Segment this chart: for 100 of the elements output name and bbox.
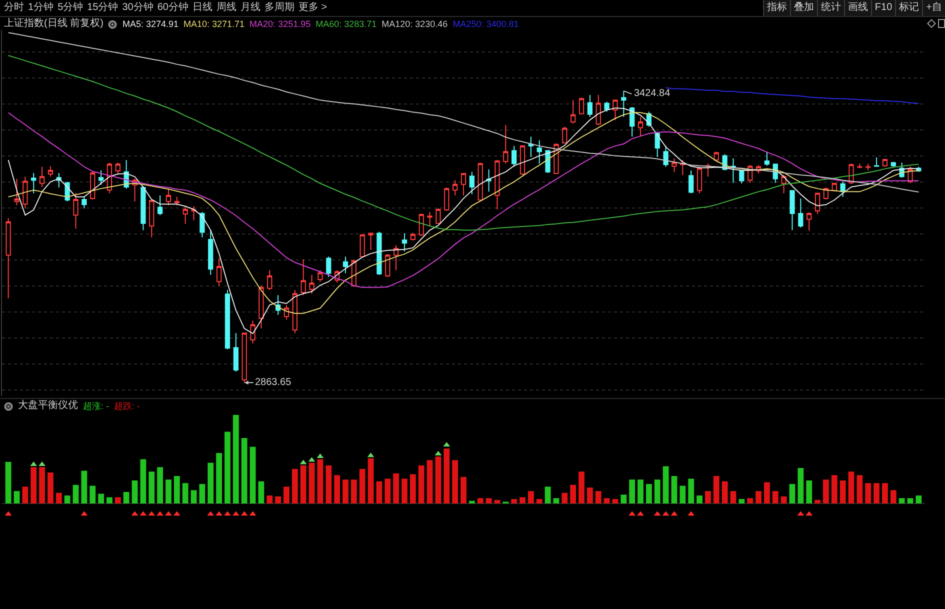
bar [334, 475, 340, 504]
candlestick [814, 192, 820, 215]
candlestick [621, 90, 626, 118]
text: 更多 > [298, 1, 328, 15]
bar [106, 497, 112, 504]
candlestick [309, 274, 314, 294]
bar [64, 495, 70, 504]
bar [738, 499, 745, 504]
candlestick [292, 289, 298, 334]
bar [595, 491, 602, 504]
text: MA5: 3274.91 [122, 18, 178, 30]
candlestick [587, 94, 592, 118]
bar [14, 491, 20, 504]
text: 标记 [895, 0, 922, 16]
candlestick [360, 234, 365, 258]
candlestick [418, 213, 424, 236]
candlestick [174, 196, 180, 206]
candlestick [410, 232, 416, 242]
bar [359, 468, 366, 504]
bar [376, 481, 382, 504]
candlestick [250, 320, 256, 344]
bar [435, 456, 442, 504]
bar [688, 478, 694, 504]
bar [300, 465, 306, 504]
candlestick [90, 171, 96, 200]
bar [916, 495, 922, 504]
candlestick [82, 196, 87, 209]
candlestick [730, 158, 736, 184]
bar [494, 500, 500, 504]
bar [662, 466, 669, 504]
bar [520, 497, 526, 504]
bar [680, 486, 686, 504]
candlestick [436, 208, 441, 224]
candlestick [790, 190, 795, 231]
candlestick [672, 158, 677, 172]
bar [250, 446, 256, 504]
text: 60分钟 [157, 0, 188, 15]
candlestick [166, 188, 172, 206]
candlestick [258, 285, 264, 329]
candlestick [216, 258, 222, 286]
bar [671, 476, 678, 504]
candlestick [73, 192, 78, 230]
candlestick [562, 126, 568, 144]
bar [72, 484, 79, 504]
bar [190, 490, 197, 504]
candlestick [866, 163, 871, 171]
annotation: 2863.65 [255, 377, 292, 388]
text: 月线 [240, 0, 260, 15]
text: 多周期 [264, 0, 294, 15]
text: MA20: 3251.95 [250, 18, 311, 30]
candlestick [486, 168, 492, 192]
candlestick [705, 163, 711, 178]
bar [98, 494, 104, 504]
text: 叠加 [790, 0, 817, 16]
text: 30分钟 [122, 0, 154, 15]
bar [174, 476, 180, 504]
bar [730, 491, 736, 504]
text: 超涨: - [83, 400, 109, 412]
candlestick [427, 211, 432, 228]
bar [477, 498, 484, 504]
candlestick [31, 172, 36, 194]
candlestick [368, 232, 374, 250]
candlestick [503, 124, 508, 164]
candlestick [385, 254, 390, 278]
candlestick [402, 232, 408, 252]
bar [814, 500, 820, 504]
bar [511, 499, 518, 504]
candlestick [545, 150, 550, 174]
candlestick [739, 170, 744, 184]
candlestick [764, 151, 770, 166]
candlestick [494, 159, 500, 210]
candlestick [528, 136, 534, 158]
text: MA10: 3271.71 [184, 18, 245, 30]
point [165, 511, 172, 516]
text: 1分钟 [28, 0, 54, 15]
bar [157, 467, 163, 504]
bar [654, 480, 660, 504]
point [224, 511, 231, 516]
chart-title: 大盘平衡仪优 [18, 400, 78, 412]
candlestick [596, 94, 601, 126]
candlestick [342, 256, 348, 274]
text: 5分钟 [58, 0, 84, 15]
bar [148, 472, 155, 504]
candlestick [696, 166, 702, 194]
bar [39, 467, 45, 504]
bar [544, 486, 551, 504]
candlestick [6, 218, 11, 299]
bar [140, 459, 146, 504]
bar [123, 492, 130, 504]
bar [747, 498, 754, 504]
bar [114, 497, 121, 504]
candlestick [182, 206, 188, 224]
candlestick [300, 258, 306, 296]
candlestick [157, 194, 163, 216]
bar [865, 483, 872, 504]
text: +自 [922, 0, 945, 16]
candlestick [536, 140, 542, 164]
bar [553, 498, 560, 504]
candlestick [224, 289, 230, 350]
bar [696, 495, 702, 504]
